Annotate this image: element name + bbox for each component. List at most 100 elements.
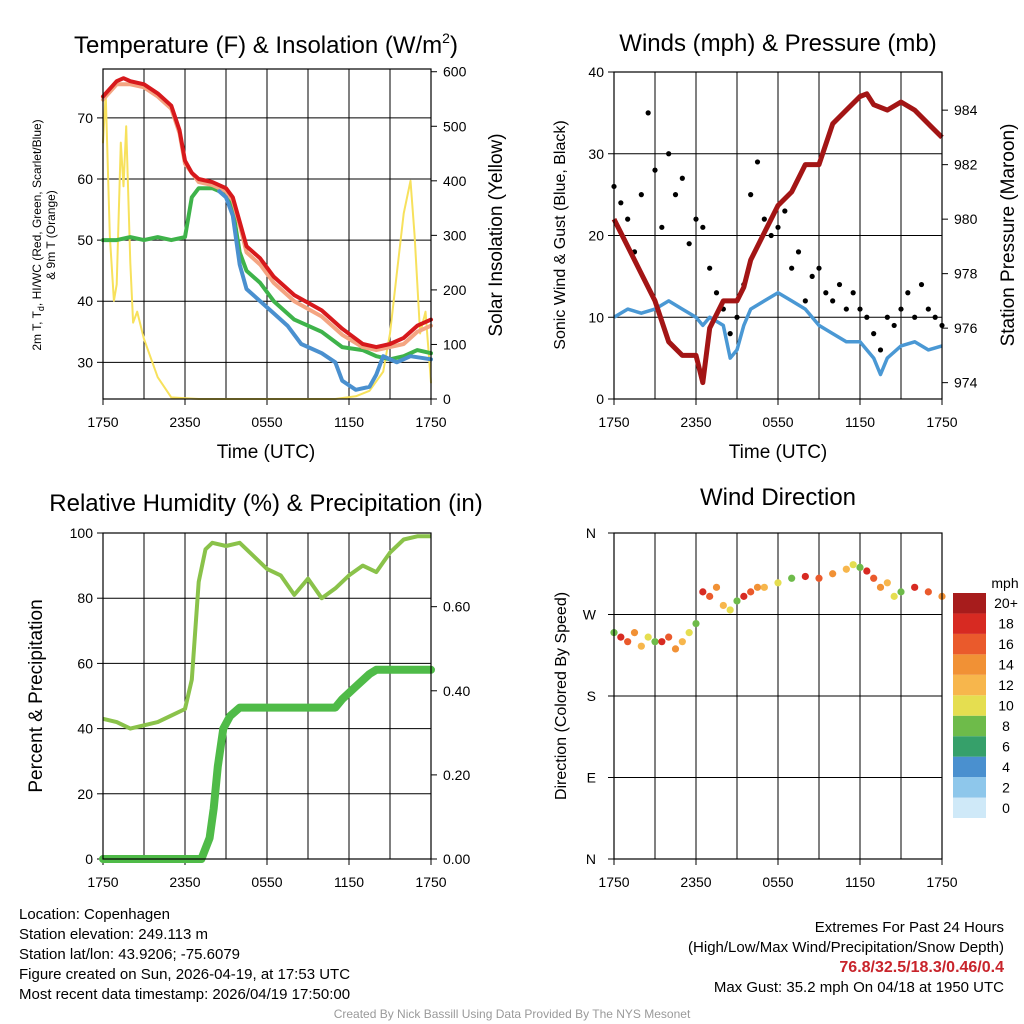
temp-y2label: Solar Insolation (Yellow): [486, 133, 507, 336]
dir-point-26: [815, 574, 823, 582]
wind-gust-point-17: [727, 331, 733, 337]
dir-ytick-label-1: E: [587, 770, 596, 786]
wind-gust-point-40: [884, 314, 890, 320]
rh-series-precip: [99, 665, 435, 863]
dir-point-19: [740, 592, 748, 600]
dir-point-28: [842, 565, 850, 573]
dir-point-3: [630, 629, 639, 637]
wind-gust-point-34: [843, 306, 849, 312]
wind-gust-point-18: [734, 314, 740, 320]
wind-gust-point-4: [638, 192, 644, 198]
wind-gust-point-15: [713, 290, 720, 296]
station-info: Location: Copenhagen Station elevation: …: [19, 905, 350, 1005]
wind-gust-point-25: [782, 208, 788, 214]
dir-point-10: [678, 638, 686, 646]
dir-frame: [613, 532, 943, 860]
colorbar-label-4: 8: [1002, 718, 1010, 734]
wind-gust-point-7: [659, 224, 665, 230]
wind-gust-point-45: [918, 281, 925, 288]
colorbar-label-1: 2: [1002, 779, 1010, 795]
extremes-legend: (High/Low/Max Wind/Precipitation/Snow De…: [688, 939, 1004, 956]
dir-point-21: [753, 583, 762, 591]
wind-gust-point-33: [836, 281, 843, 288]
wind-gust-point-6: [652, 167, 658, 173]
wind-gust-point-26: [789, 265, 795, 271]
location-text: Location: Copenhagen: [19, 906, 170, 923]
rh-xtick-label-4: 1750: [415, 874, 446, 890]
wind-xtick-label-4: 1750: [926, 414, 957, 430]
colorbar-label-10: 20+: [994, 595, 1018, 611]
colorbar-swatch-1: [953, 777, 986, 798]
dir-point-9: [671, 645, 680, 653]
wind-gust-point-24: [775, 224, 781, 230]
rh-xtick-label-1: 2350: [169, 874, 200, 890]
colorbar-swatch-5: [953, 695, 986, 716]
temp-y2tick-label-4: 400: [443, 173, 467, 189]
wind-gust-point-31: [823, 290, 829, 296]
colorbar-swatch-3: [953, 736, 986, 757]
dir-point-12: [692, 619, 700, 628]
wind-gust-point-39: [877, 347, 884, 353]
wind-gust-point-35: [850, 290, 856, 296]
wind-xlabel: Time (UTC): [729, 442, 828, 463]
temp-series-wind-chill: [217, 189, 433, 392]
dir-point-7: [658, 638, 666, 646]
temp-series-solar: [102, 92, 432, 400]
dir-point-17: [726, 606, 734, 614]
elevation-text: Station elevation: 249.113 m: [19, 926, 209, 943]
wind-ytick-label-4: 40: [588, 64, 604, 80]
dir-point-16: [719, 601, 727, 610]
rh-title: Relative Humidity (%) & Precipitation (i…: [49, 490, 482, 517]
dir-point-5: [644, 633, 652, 641]
colorbar-swatch-9: [953, 613, 986, 634]
dir-point-2: [624, 638, 632, 646]
wind-gust-point-44: [912, 314, 918, 320]
temp-xtick-label-0: 1750: [87, 414, 118, 430]
colorbar-swatch-8: [953, 633, 986, 655]
colorbar-label-3: 6: [1002, 738, 1010, 754]
rh-y2tick-label-3: 0.60: [443, 599, 470, 615]
wind-series-pressure: [611, 91, 944, 386]
dir-xtick-label-3: 1150: [845, 874, 875, 890]
wind-gust-point-37: [864, 314, 870, 320]
wind-gust-point-47: [932, 314, 938, 320]
colorbar-swatch-2: [953, 756, 986, 778]
wind-gust-point-23: [768, 232, 774, 239]
wind-y2tick-label-0: 974: [954, 375, 978, 391]
colorbar-title: mph: [991, 575, 1018, 591]
rh-frame: [102, 532, 432, 860]
wind-y2tick-label-1: 976: [954, 320, 978, 336]
rh-ytick-label-4: 80: [77, 590, 93, 606]
wind-y2label: Station Pressure (Maroon): [998, 124, 1019, 347]
dir-xtick-label-0: 1750: [598, 874, 629, 890]
rh-ytick-label-1: 20: [77, 786, 93, 802]
dir-point-8: [665, 633, 673, 641]
colorbar-swatch-0: [953, 797, 986, 818]
wind-y2tick-label-2: 978: [954, 266, 978, 282]
colorbar-label-9: 18: [998, 616, 1014, 632]
dir-point-22: [760, 583, 768, 591]
dir-point-24: [788, 574, 796, 582]
temp-ylabel-2: & 9m T (Orange): [44, 190, 58, 280]
dir-ytick-label-4: N: [586, 525, 596, 541]
max-gust-text: Max Gust: 35.2 mph On 04/18 at 1950 UTC: [713, 979, 1004, 996]
dir-ytick-label-2: S: [587, 688, 596, 704]
dir-point-15: [712, 583, 721, 591]
dir-xtick-label-1: 2350: [680, 874, 711, 890]
rh-xtick-label-2: 0550: [251, 874, 282, 890]
extremes-heading: Extremes For Past 24 Hours: [814, 919, 1004, 936]
wind-xtick-label-2: 0550: [762, 414, 793, 430]
wind-gust-point-42: [898, 306, 904, 312]
dir-point-1: [617, 633, 625, 641]
dir-point-25: [801, 572, 809, 581]
wind-gust-point-5: [645, 110, 651, 116]
dir-point-33: [876, 583, 885, 591]
created-text: Figure created on Sun, 2026-04-19, at 17…: [19, 966, 351, 983]
temp-y2tick-label-6: 600: [443, 64, 467, 80]
dir-point-31: [863, 567, 871, 575]
latlon-text: Station lat/lon: 43.9206; -75.6079: [19, 946, 241, 963]
rh-ytick-label-3: 60: [77, 655, 93, 671]
dir-point-30: [856, 563, 864, 572]
wind-gust-point-12: [693, 216, 699, 222]
dir-point-6: [651, 638, 659, 646]
